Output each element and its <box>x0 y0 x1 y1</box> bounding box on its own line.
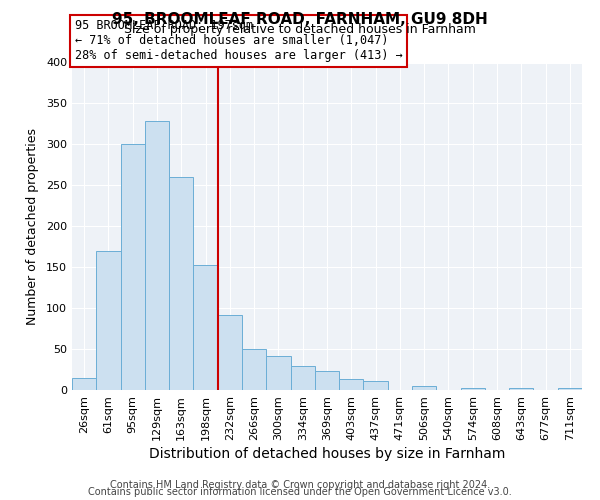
Text: 95, BROOMLEAF ROAD, FARNHAM, GU9 8DH: 95, BROOMLEAF ROAD, FARNHAM, GU9 8DH <box>112 12 488 28</box>
Text: Size of property relative to detached houses in Farnham: Size of property relative to detached ho… <box>124 22 476 36</box>
Bar <box>266 356 290 390</box>
Text: Contains HM Land Registry data © Crown copyright and database right 2024.: Contains HM Land Registry data © Crown c… <box>110 480 490 490</box>
Bar <box>96 251 121 390</box>
Bar <box>558 388 582 390</box>
Y-axis label: Number of detached properties: Number of detached properties <box>26 128 39 325</box>
Text: Contains public sector information licensed under the Open Government Licence v3: Contains public sector information licen… <box>88 487 512 497</box>
Bar <box>218 314 242 390</box>
Bar <box>461 388 485 390</box>
Bar <box>72 378 96 390</box>
Bar <box>193 264 218 390</box>
Bar <box>145 122 169 390</box>
Bar <box>412 386 436 390</box>
Bar <box>339 380 364 390</box>
Bar <box>509 388 533 390</box>
Bar <box>290 366 315 390</box>
Bar <box>242 349 266 390</box>
X-axis label: Distribution of detached houses by size in Farnham: Distribution of detached houses by size … <box>149 447 505 461</box>
Bar <box>315 371 339 390</box>
Bar <box>121 144 145 390</box>
Text: 95 BROOMLEAF ROAD: 197sqm
← 71% of detached houses are smaller (1,047)
28% of se: 95 BROOMLEAF ROAD: 197sqm ← 71% of detac… <box>74 20 403 62</box>
Bar <box>169 177 193 390</box>
Bar <box>364 381 388 390</box>
